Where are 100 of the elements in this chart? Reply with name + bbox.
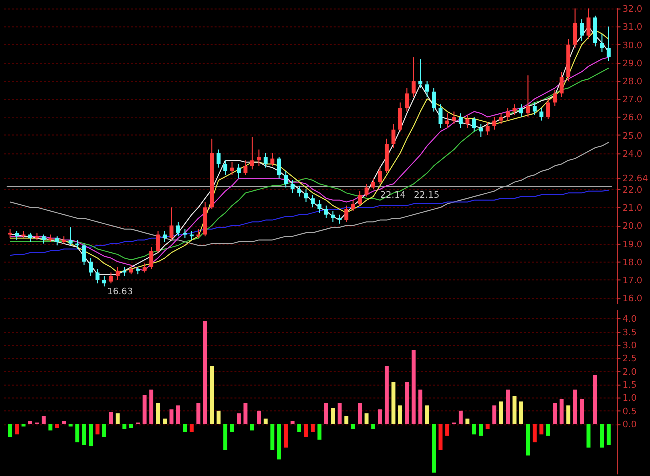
bar	[566, 406, 571, 424]
candlestick	[398, 102, 402, 132]
candlestick	[412, 57, 416, 98]
y-tick-label: 16.0	[622, 294, 643, 305]
y-tick-label: 0.5	[622, 407, 637, 418]
bar	[372, 424, 376, 430]
y-tick-label: 29.0	[622, 59, 643, 70]
candlestick	[466, 114, 470, 129]
candlestick	[425, 80, 430, 98]
bar	[68, 424, 73, 427]
bar	[526, 424, 530, 456]
candlestick	[257, 149, 262, 167]
candlestick	[277, 156, 282, 180]
bar	[250, 424, 254, 431]
candlestick	[378, 167, 382, 185]
bar	[216, 410, 221, 424]
candlestick	[42, 234, 46, 244]
bar	[284, 424, 288, 448]
ref-line-label: 22.15	[414, 190, 440, 201]
bar	[479, 424, 484, 436]
candlestick	[560, 71, 564, 98]
bar	[190, 424, 194, 432]
y-tick-label: 26.0	[622, 114, 643, 124]
bar	[384, 366, 389, 424]
y-tick-label: 2.0	[622, 368, 638, 378]
bar	[8, 424, 12, 438]
bar	[89, 424, 94, 447]
candlestick	[532, 102, 537, 116]
candlestick	[142, 263, 147, 274]
candlestick	[28, 232, 32, 242]
bar	[142, 395, 147, 424]
bar	[129, 424, 134, 428]
candlestick	[372, 178, 376, 190]
bar	[210, 366, 214, 424]
bar	[237, 414, 241, 424]
bar	[338, 403, 342, 424]
bar	[310, 424, 315, 432]
candlestick	[298, 185, 302, 198]
bar	[122, 424, 127, 430]
y-tick-label: 27.0	[622, 96, 643, 106]
bar	[230, 424, 234, 432]
candlestick	[264, 152, 268, 168]
bar	[196, 403, 201, 424]
bar	[42, 416, 46, 424]
bar	[593, 375, 598, 424]
y-tick-label: 22.64	[622, 174, 649, 184]
candlestick	[546, 98, 550, 120]
bar	[76, 424, 80, 443]
y-tick-label: 24.0	[622, 150, 643, 160]
y-tick-label: 1.0	[622, 394, 638, 404]
y-tick-label: 17.0	[622, 276, 643, 286]
candlestick	[452, 111, 456, 125]
candlestick	[405, 88, 410, 112]
candlestick	[344, 205, 349, 223]
bar	[170, 410, 174, 424]
candlestick	[150, 246, 154, 270]
bar	[425, 406, 430, 424]
bar	[331, 408, 336, 424]
candlestick	[438, 104, 443, 129]
candlestick	[573, 8, 578, 49]
candlestick	[358, 190, 362, 206]
bar	[580, 399, 584, 424]
bar	[364, 414, 369, 424]
y-tick-label: 3.0	[622, 342, 638, 352]
candlestick	[486, 122, 490, 136]
bar	[257, 410, 262, 424]
candlestick	[224, 160, 228, 176]
candlestick	[284, 170, 288, 188]
candlestick	[499, 113, 504, 125]
candlestick	[55, 236, 60, 246]
y-tick-label: 28.0	[622, 78, 643, 88]
annotation: 16.63	[107, 288, 133, 298]
bar	[472, 424, 476, 435]
candlestick	[230, 162, 234, 176]
bar	[573, 390, 578, 424]
bar	[606, 424, 611, 446]
bar	[163, 418, 167, 424]
y-tick-label: 0.0	[622, 420, 638, 431]
candlestick	[324, 205, 328, 219]
candlestick	[129, 265, 134, 276]
bar	[203, 321, 208, 424]
bar	[499, 402, 504, 424]
y-tick-label: 18.0	[622, 258, 643, 268]
y-tick-label: 30.0	[622, 41, 643, 52]
candlestick	[250, 136, 254, 170]
candlestick	[492, 116, 497, 130]
bar	[55, 424, 60, 428]
candlestick	[270, 152, 275, 167]
bar	[412, 350, 416, 424]
bar	[48, 424, 53, 431]
candlestick	[89, 258, 94, 277]
bar	[358, 403, 362, 424]
bar	[82, 424, 86, 446]
candlestick	[600, 34, 604, 53]
bar	[102, 424, 106, 438]
bar	[553, 403, 558, 424]
bar	[392, 382, 396, 424]
candlestick	[8, 228, 12, 239]
bar	[264, 418, 268, 424]
candlestick	[102, 276, 106, 288]
